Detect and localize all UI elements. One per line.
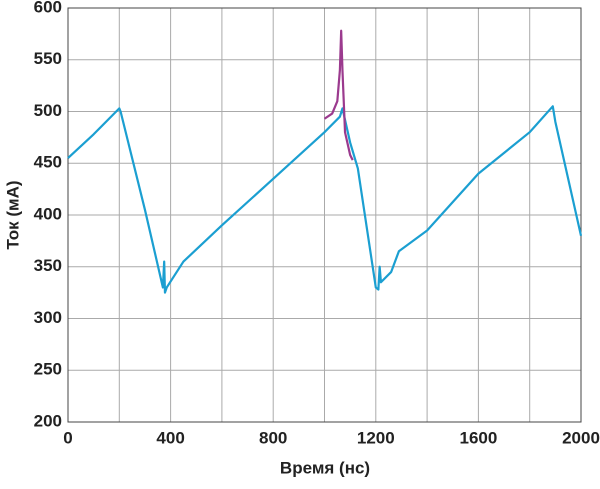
data-line xyxy=(67,105,583,294)
x-tick-label: 800 xyxy=(259,428,287,447)
plot-frame xyxy=(67,7,582,423)
y-tick-label: 300 xyxy=(34,308,62,327)
y-tick-label: 500 xyxy=(34,101,62,120)
x-tick-label: 1600 xyxy=(459,428,497,447)
x-tick-label: 2000 xyxy=(562,428,600,447)
y-tick-label: 600 xyxy=(34,0,62,16)
y-tick-label: 250 xyxy=(34,360,62,379)
data-line xyxy=(323,29,354,161)
y-tick-label: 400 xyxy=(34,204,62,223)
x-tick-label: 400 xyxy=(156,428,184,447)
y-tick-label: 200 xyxy=(34,411,62,430)
x-tick-label: 0 xyxy=(63,428,72,447)
y-axis-label: Ток (мА) xyxy=(3,180,22,249)
y-tick-label: 450 xyxy=(34,153,62,172)
y-tick-label: 350 xyxy=(34,256,62,275)
x-tick-label: 1200 xyxy=(357,428,395,447)
y-tick-label: 550 xyxy=(34,49,62,68)
x-axis-label: Время (нс) xyxy=(280,458,370,477)
